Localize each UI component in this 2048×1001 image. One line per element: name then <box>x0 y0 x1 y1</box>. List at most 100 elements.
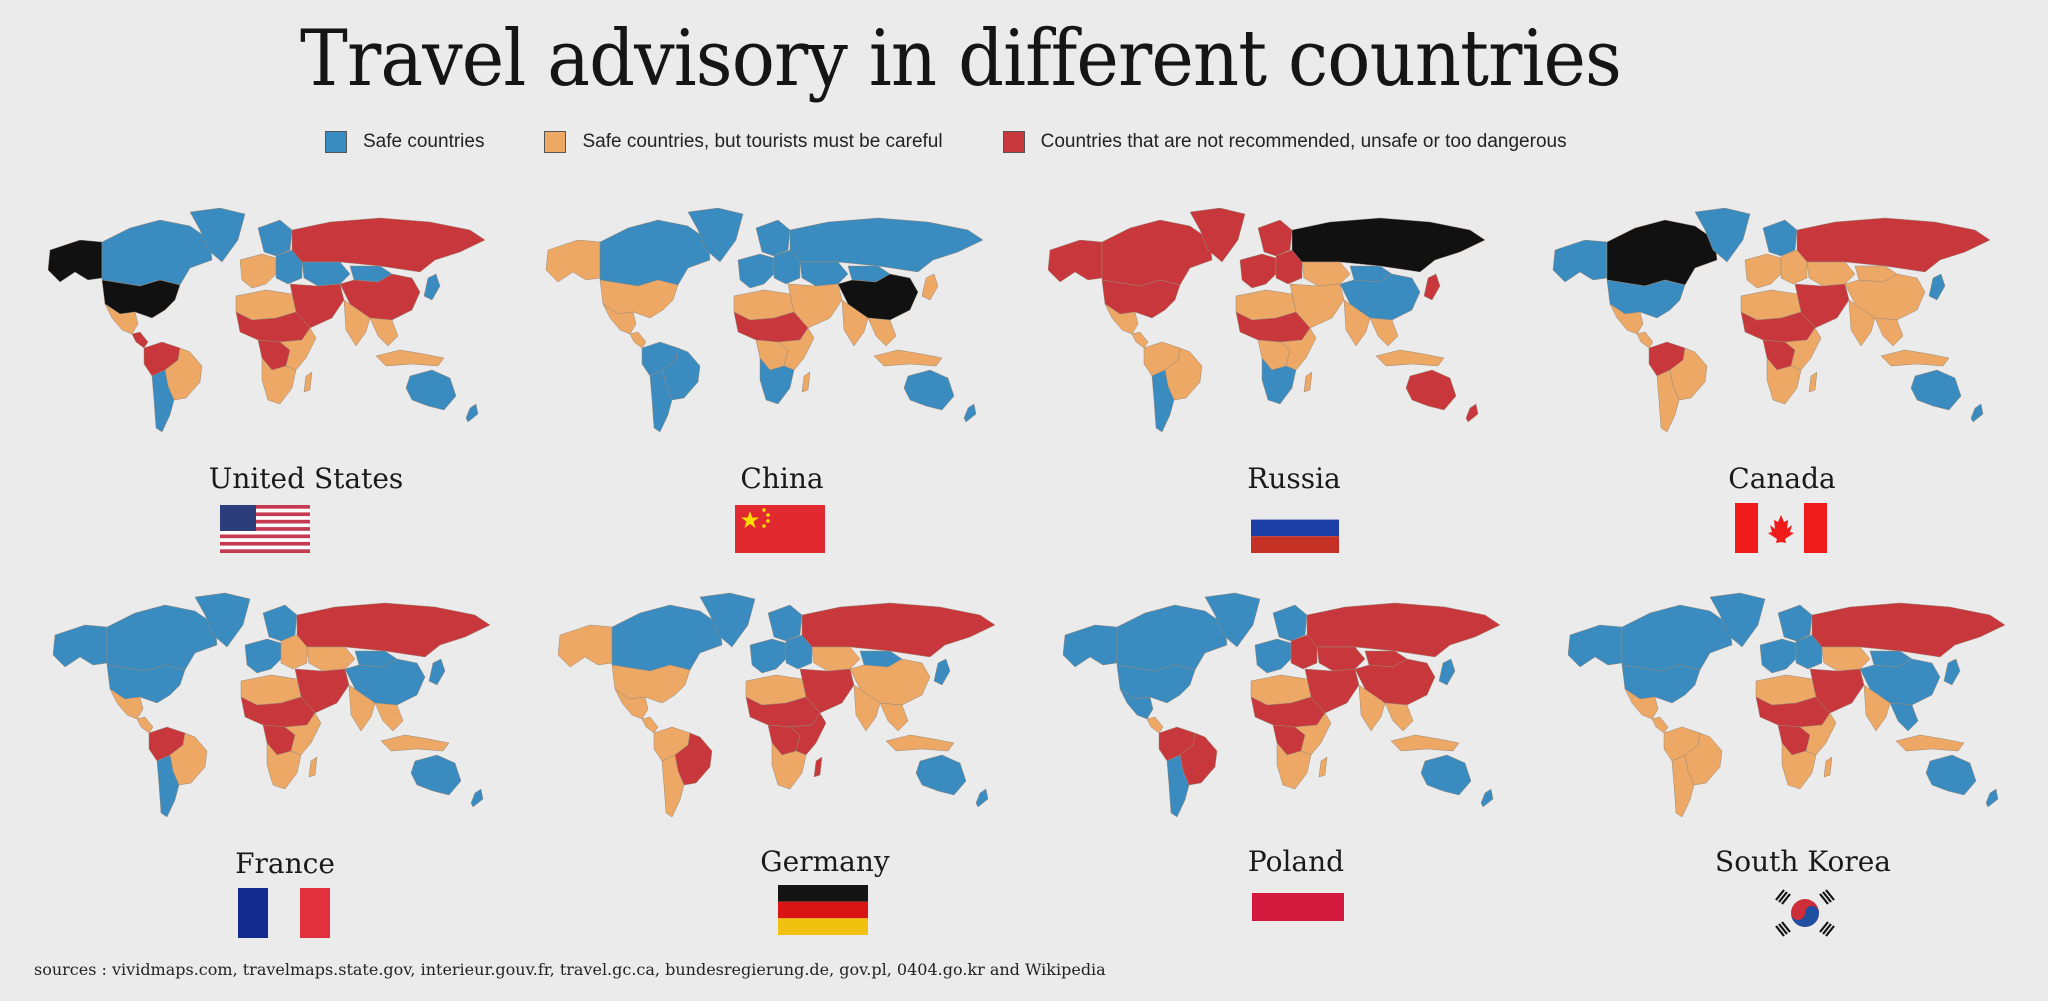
region-southern-africa <box>1766 357 1802 405</box>
region-madagascar <box>308 756 318 778</box>
region-east-africa <box>1784 327 1822 371</box>
region-australia <box>1910 369 1962 411</box>
region-mexico <box>104 303 139 335</box>
legend-item-danger: Countries that are not recommended, unsa… <box>1002 131 1567 153</box>
region-mexico <box>1119 688 1154 720</box>
region-northern-europe <box>1777 604 1813 642</box>
region-alaska <box>47 239 103 283</box>
region-central-america <box>136 716 154 734</box>
region-canada <box>106 604 218 672</box>
region-indonesia <box>873 349 943 367</box>
region-southeast-asia <box>1384 702 1414 732</box>
region-japan <box>921 273 939 301</box>
region-greenland <box>194 592 251 648</box>
region-greenland <box>699 592 756 648</box>
region-southern-africa <box>1261 357 1297 405</box>
country-label: United States <box>208 462 404 495</box>
region-southeast-asia <box>1369 317 1399 347</box>
region-alaska <box>1552 239 1608 283</box>
region-western-europe <box>1254 638 1292 674</box>
region-central-asia <box>811 646 861 672</box>
region-greenland <box>1189 207 1246 263</box>
region-central-america <box>629 331 647 349</box>
world-map <box>52 592 491 818</box>
country-label: South Korea <box>1715 845 1891 878</box>
region-east-africa <box>284 712 322 756</box>
region-australia <box>1405 369 1457 411</box>
region-east-africa <box>279 327 317 371</box>
region-madagascar <box>1318 756 1328 778</box>
map-panel-south-korea: South Korea <box>1560 585 2040 965</box>
region-australia <box>405 369 457 411</box>
region-canada <box>611 604 723 672</box>
region-northern-europe <box>1272 604 1308 642</box>
world-map <box>47 207 486 433</box>
region-south-america-south <box>1151 369 1175 433</box>
region-mexico <box>602 303 637 335</box>
region-northern-europe <box>1257 219 1293 257</box>
region-central-america <box>131 331 149 349</box>
region-central-america <box>641 716 659 734</box>
region-southern-africa <box>759 357 795 405</box>
region-australia <box>903 369 955 411</box>
region-mexico <box>109 688 144 720</box>
region-new-zealand <box>1985 788 1999 808</box>
region-southeast-asia <box>1874 317 1904 347</box>
region-southeast-asia <box>369 317 399 347</box>
region-mexico <box>1624 688 1659 720</box>
region-greenland <box>189 207 246 263</box>
region-south-america-south <box>1671 754 1695 818</box>
region-southeast-asia <box>1889 702 1919 732</box>
region-northern-europe <box>767 604 803 642</box>
region-indonesia <box>380 734 450 752</box>
map-panel-germany: Germany <box>550 585 1030 965</box>
legend-label-careful: Safe countries, but tourists must be car… <box>582 131 943 152</box>
region-japan <box>933 658 951 686</box>
region-canada <box>101 219 213 287</box>
region-western-europe <box>239 253 277 289</box>
region-madagascar <box>1808 371 1818 393</box>
region-australia <box>410 754 462 796</box>
region-alaska <box>545 239 601 283</box>
region-greenland <box>687 207 744 263</box>
region-central-asia <box>1316 646 1366 672</box>
region-western-europe <box>749 638 787 674</box>
region-madagascar <box>303 371 313 393</box>
region-new-zealand <box>465 403 479 423</box>
world-map <box>1062 592 1501 818</box>
region-alaska <box>557 624 613 668</box>
fr-flag-icon <box>238 888 330 938</box>
region-east-africa <box>789 712 827 756</box>
region-india <box>1358 684 1386 732</box>
region-central-asia <box>1806 261 1856 287</box>
legend-label-safe: Safe countries <box>363 131 485 152</box>
region-japan <box>1423 273 1441 301</box>
region-canada <box>1621 604 1733 672</box>
region-new-zealand <box>1970 403 1984 423</box>
region-south-america-south <box>151 369 175 433</box>
region-india <box>1848 299 1876 347</box>
region-alaska <box>1047 239 1103 283</box>
region-central-asia <box>306 646 356 672</box>
map-panel-united-states: United States <box>40 200 520 580</box>
region-indonesia <box>1390 734 1460 752</box>
region-australia <box>1925 754 1977 796</box>
sources-footnote: sources : vividmaps.com, travelmaps.stat… <box>34 960 1106 979</box>
region-new-zealand <box>1465 403 1479 423</box>
world-map <box>1552 207 1991 433</box>
region-new-zealand <box>1480 788 1494 808</box>
map-panel-china: China <box>538 200 1018 580</box>
region-southeast-asia <box>374 702 404 732</box>
map-panel-poland: Poland <box>1055 585 1535 965</box>
region-central-america <box>1146 716 1164 734</box>
region-south-america-south <box>661 754 685 818</box>
region-central-asia <box>799 261 849 287</box>
legend-label-danger: Countries that are not recommended, unsa… <box>1040 131 1567 152</box>
region-greenland <box>1204 592 1261 648</box>
cn-flag-icon <box>735 505 825 553</box>
region-northern-europe <box>755 219 791 257</box>
region-central-america <box>1636 331 1654 349</box>
region-indonesia <box>1375 349 1445 367</box>
region-western-europe <box>737 253 775 289</box>
de-flag-icon <box>778 885 868 935</box>
